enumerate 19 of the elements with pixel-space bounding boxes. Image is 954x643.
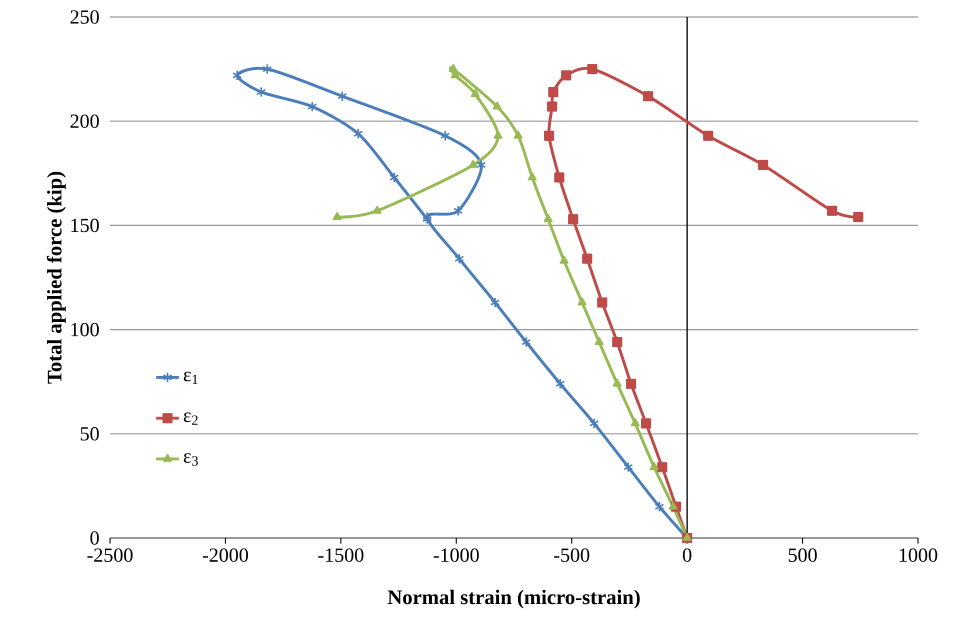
x-tick-label: 500 (788, 548, 817, 562)
y-tick-label: 50 (80, 427, 99, 441)
legend-label: ε$_{3}$ (184, 453, 198, 466)
x-axis-title: Normal strain (micro-strain) (388, 590, 640, 608)
y-tick-label: 250 (70, 10, 99, 24)
y-tick-label: 150 (71, 218, 99, 232)
y-tick-label: 0 (90, 531, 99, 545)
x-tick-label: -500 (554, 548, 590, 562)
x-tick-label: -1000 (434, 548, 479, 562)
y-axis-title: Total applied force (kip) (46, 172, 66, 384)
x-tick-label: -2000 (202, 548, 248, 562)
y-tick-label: 200 (70, 114, 99, 128)
x-tick-label: 0 (682, 548, 692, 562)
legend-label: ε$_{2}$ (184, 412, 198, 425)
y-tick-label: 100 (71, 322, 99, 336)
x-tick-label: -1500 (318, 548, 364, 562)
x-tick-label: 1000 (900, 548, 938, 562)
x-tick-label: -2500 (87, 548, 133, 562)
legend-label: ε$_{1}$ (184, 372, 198, 384)
